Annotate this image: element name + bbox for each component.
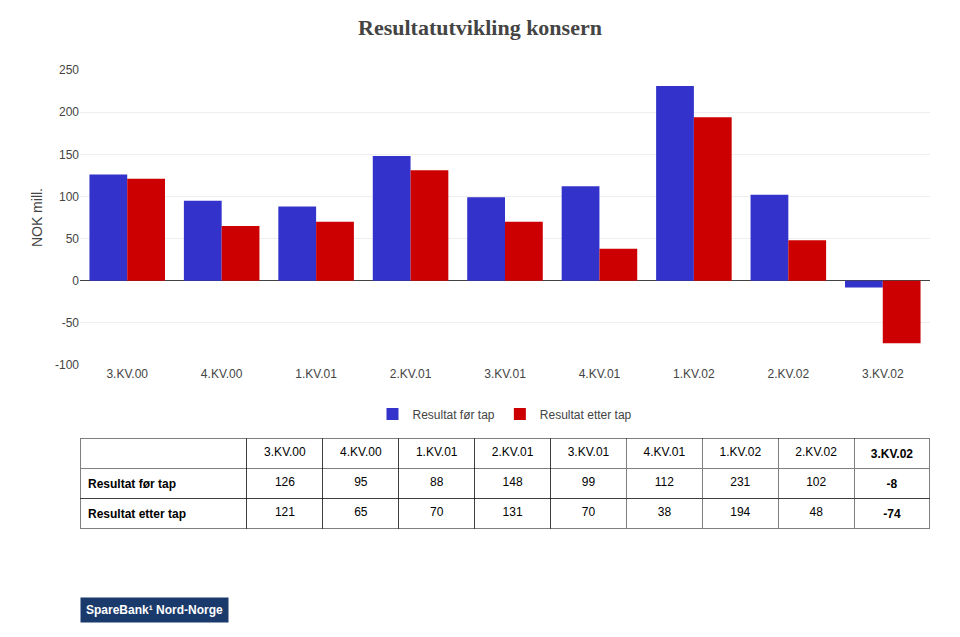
svg-text:2.KV.02: 2.KV.02 — [795, 445, 837, 459]
svg-text:50: 50 — [66, 232, 80, 246]
svg-text:250: 250 — [59, 63, 79, 77]
svg-text:194: 194 — [730, 505, 750, 519]
svg-text:3.KV.00: 3.KV.00 — [264, 445, 306, 459]
svg-text:126: 126 — [275, 475, 295, 489]
svg-text:3.KV.02: 3.KV.02 — [862, 367, 904, 381]
svg-text:70: 70 — [430, 505, 444, 519]
svg-text:231: 231 — [730, 475, 750, 489]
svg-text:1.KV.02: 1.KV.02 — [719, 445, 761, 459]
svg-text:2.KV.01: 2.KV.01 — [390, 367, 432, 381]
svg-text:100: 100 — [59, 190, 79, 204]
svg-text:Resultat før tap: Resultat før tap — [88, 477, 176, 491]
svg-text:Resultat etter tap: Resultat etter tap — [88, 507, 186, 521]
svg-text:-8: -8 — [887, 477, 898, 491]
svg-text:0: 0 — [72, 274, 79, 288]
svg-text:3.KV.01: 3.KV.01 — [568, 445, 610, 459]
svg-text:-100: -100 — [55, 358, 79, 372]
svg-text:148: 148 — [503, 475, 523, 489]
svg-text:88: 88 — [430, 475, 444, 489]
svg-text:131: 131 — [503, 505, 523, 519]
svg-text:121: 121 — [275, 505, 295, 519]
svg-text:3.KV.00: 3.KV.00 — [106, 367, 148, 381]
svg-text:99: 99 — [582, 475, 596, 489]
svg-text:102: 102 — [806, 475, 826, 489]
svg-text:65: 65 — [354, 505, 368, 519]
svg-text:4.KV.00: 4.KV.00 — [201, 367, 243, 381]
svg-text:200: 200 — [59, 105, 79, 119]
svg-text:NOK mill.: NOK mill. — [29, 188, 45, 247]
svg-text:Resultatutvikling konsern: Resultatutvikling konsern — [358, 15, 602, 40]
svg-text:4.KV.01: 4.KV.01 — [579, 367, 621, 381]
svg-text:2.KV.02: 2.KV.02 — [768, 367, 810, 381]
svg-text:1.KV.02: 1.KV.02 — [673, 367, 715, 381]
svg-text:SpareBank¹ Nord-Norge: SpareBank¹ Nord-Norge — [86, 603, 223, 617]
svg-text:48: 48 — [809, 505, 823, 519]
svg-text:-50: -50 — [62, 316, 80, 330]
svg-text:4.KV.00: 4.KV.00 — [340, 445, 382, 459]
svg-text:Resultat etter tap: Resultat etter tap — [540, 408, 632, 422]
svg-text:150: 150 — [59, 148, 79, 162]
svg-text:38: 38 — [658, 505, 672, 519]
svg-text:70: 70 — [582, 505, 596, 519]
svg-text:112: 112 — [655, 475, 674, 489]
svg-text:95: 95 — [354, 475, 368, 489]
svg-text:3.KV.02: 3.KV.02 — [871, 447, 914, 461]
svg-text:3.KV.01: 3.KV.01 — [484, 367, 526, 381]
svg-text:1.KV.01: 1.KV.01 — [295, 367, 337, 381]
svg-text:2.KV.01: 2.KV.01 — [492, 445, 534, 459]
svg-text:-74: -74 — [883, 507, 901, 521]
svg-text:4.KV.01: 4.KV.01 — [644, 445, 686, 459]
svg-text:Resultat før tap: Resultat før tap — [413, 408, 495, 422]
svg-text:1.KV.01: 1.KV.01 — [416, 445, 458, 459]
